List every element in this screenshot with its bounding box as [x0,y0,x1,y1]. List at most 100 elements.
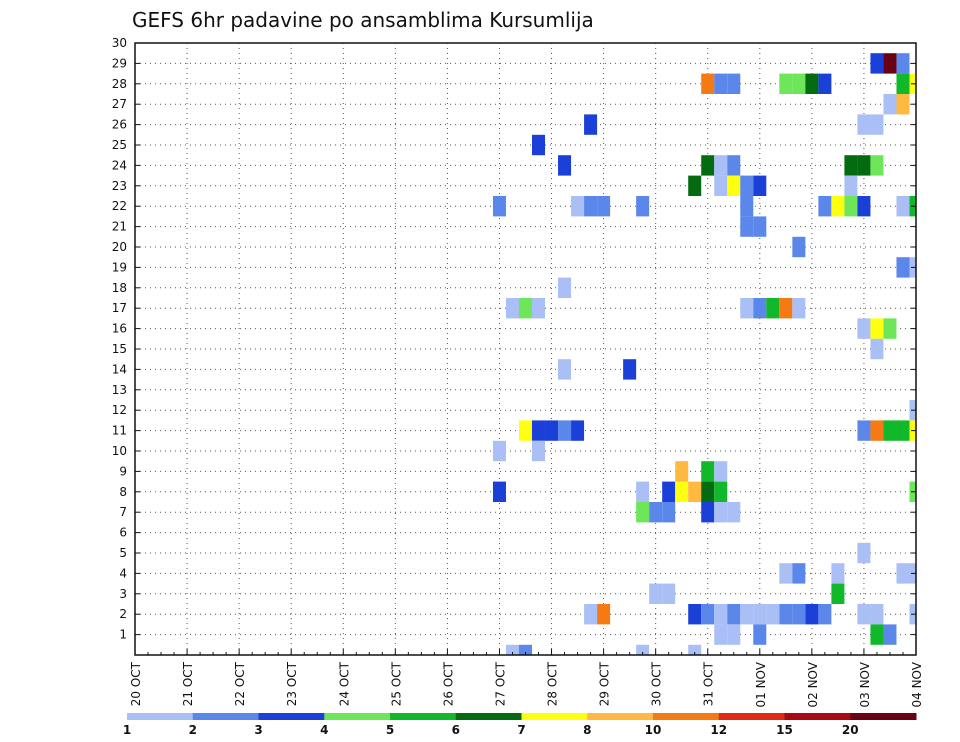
heatmap-cell [779,604,793,625]
heatmap-cell [688,175,702,196]
heatmap-cell [870,420,884,441]
colorbar-segment [653,713,720,720]
heatmap-cell [558,155,572,176]
x-tick-label: 21 OCT [181,661,195,706]
y-tick-label: 30 [112,36,127,50]
heatmap-cell [883,318,897,339]
y-tick-label: 8 [119,485,127,499]
y-tick-label: 20 [112,240,127,254]
heatmap-cell [883,624,897,645]
heatmap-cell [844,175,858,196]
heatmap-cell [870,624,884,645]
heatmap-cell [714,604,728,625]
heatmap-cell [857,604,871,625]
x-tick-label: 01 NOV [754,661,768,707]
y-tick-label: 2 [119,607,127,621]
heatmap-cell [870,53,884,74]
heatmap-cell [753,624,767,645]
heatmap-cell [714,461,728,482]
chart-title: GEFS 6hr padavine po ansamblima Kursumli… [132,8,594,32]
colorbar-label: 3 [254,723,262,737]
colorbar-segment [587,713,654,720]
colorbar-segment [850,713,917,720]
colorbar-segment [324,713,391,720]
heatmap-cell [792,563,806,584]
colorbar-label: 1 [123,723,131,737]
heatmap-cell [571,196,585,217]
heatmap-cell [714,624,728,645]
heatmap-cell [844,155,858,176]
x-tick-label: 31 OCT [702,661,716,706]
colorbar-segment [718,713,785,720]
y-tick-label: 7 [119,505,127,519]
heatmap-cell [558,359,572,380]
y-tick-label: 16 [112,322,127,336]
heatmap-cell [571,420,585,441]
x-tick-label: 02 NOV [806,661,820,707]
x-tick-label: 04 NOV [910,661,924,707]
heatmap-cell [896,563,910,584]
x-tick-label: 23 OCT [285,661,299,706]
y-tick-label: 10 [112,444,127,458]
x-tick-label: 22 OCT [233,661,247,706]
heatmap-cell [701,155,715,176]
colorbar-label: 2 [189,723,197,737]
heatmap-cell [584,196,598,217]
heatmap-cell [649,583,663,604]
heatmap-cell [701,73,715,94]
heatmap-cell [753,604,767,625]
colorbar-label: 4 [320,723,328,737]
y-tick-label: 27 [112,97,127,111]
y-tick-label: 29 [112,56,127,70]
heatmap-cell [870,338,884,360]
y-tick-label: 6 [119,526,127,540]
heatmap-cell [714,481,728,502]
heatmap-cell [740,298,754,319]
heatmap-cell [831,563,845,584]
heatmap-cell [857,542,871,564]
x-tick-label: 20 OCT [129,661,143,706]
heatmap-cell [727,175,741,196]
heatmap-cell [896,73,910,94]
heatmap-cell [779,73,793,94]
heatmap-cell [584,114,598,135]
heatmap-cell [805,604,819,625]
heatmap-cell [505,644,519,655]
heatmap-cell [492,481,506,502]
heatmap-cell [597,196,611,217]
heatmap-cell [675,461,689,482]
heatmap-cell [831,583,845,604]
heatmap-cell [753,175,767,196]
heatmap-cell [714,73,728,94]
heatmap-cell [753,216,767,237]
x-tick-label: 27 OCT [493,661,507,706]
y-tick-label: 3 [119,587,127,601]
heatmap-cell [532,298,546,319]
heatmap-cell [727,155,741,176]
y-tick-label: 18 [112,281,127,295]
heatmap-cell [857,196,871,217]
colorbar-label: 10 [645,723,662,737]
heatmap-cell [792,73,806,94]
heatmap-cell [779,563,793,584]
heatmap-cell [714,502,728,523]
heatmap-cell [701,502,715,523]
heatmap-cell [896,94,910,115]
colorbar: 1 2 3 4 5 6 7 8 10 12 15 20 [123,713,917,737]
heatmap-cell [649,502,663,523]
x-tick-label: 29 OCT [598,661,612,706]
heatmap-cell [636,481,650,502]
y-tick-label: 5 [119,546,127,560]
heatmap-cell [584,604,598,625]
heatmap-cell [870,318,884,339]
heatmap-cell [636,644,650,655]
heatmap-cell [792,236,806,258]
heatmap-cell [727,624,741,645]
heatmap-cell [532,440,546,462]
heatmap-cell [831,196,845,217]
colorbar-segment [390,713,457,720]
heatmap-cell [883,94,897,115]
heatmap-cell [896,196,910,217]
